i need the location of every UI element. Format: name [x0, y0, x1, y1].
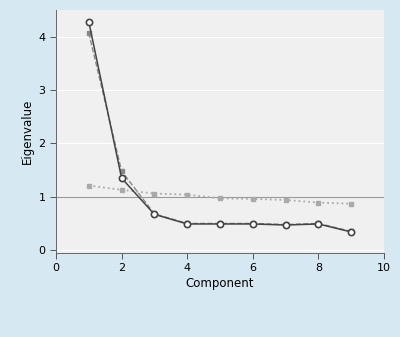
Y-axis label: Eigenvalue: Eigenvalue	[21, 99, 34, 164]
X-axis label: Component: Component	[186, 277, 254, 290]
